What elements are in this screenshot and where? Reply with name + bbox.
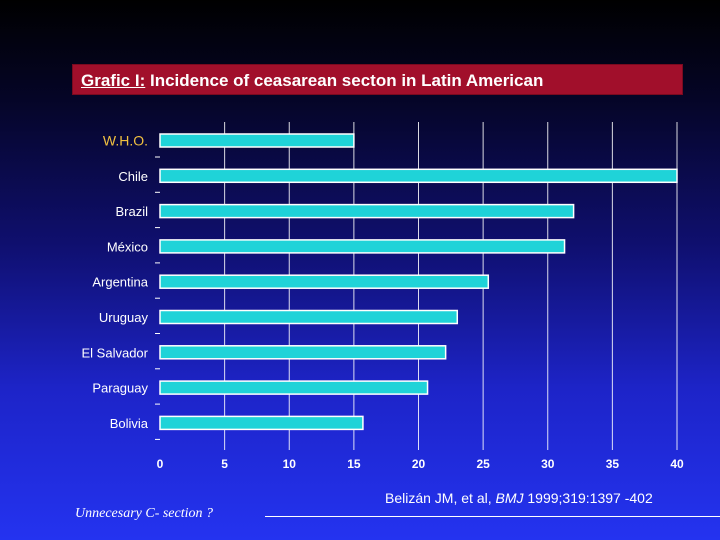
footer-divider	[265, 516, 720, 517]
chart-title-prefix: Grafic I:	[81, 71, 146, 90]
x-tick-label: 25	[476, 457, 490, 471]
category-label: Uruguay	[99, 310, 149, 325]
category-label: El Salvador	[82, 345, 149, 360]
x-tick-label: 35	[606, 457, 620, 471]
bar	[159, 239, 566, 254]
x-tick-label: 30	[541, 457, 555, 471]
bar	[159, 345, 447, 360]
bar	[159, 415, 364, 431]
category-label: Bolivia	[110, 416, 149, 431]
x-tick-label: 0	[157, 457, 164, 471]
footer-note: Unnecesary C- section ?	[75, 506, 214, 521]
category-label: Brazil	[115, 204, 148, 219]
bar	[159, 274, 490, 289]
citation-author: Belizán JM, et al,	[385, 490, 492, 506]
category-label: W.H.O.	[103, 133, 148, 149]
category-label: Chile	[118, 169, 148, 184]
category-label: Paraguay	[92, 381, 148, 396]
x-tick-label: 5	[221, 457, 228, 471]
x-tick-label: 15	[347, 457, 361, 471]
citation-ref: 1999;319:1397 -402	[527, 490, 653, 506]
bar	[159, 203, 575, 219]
chart-title-box: Grafic I: Incidence of ceasarean secton …	[72, 64, 683, 95]
chart-title: Grafic I: Incidence of ceasarean secton …	[81, 71, 543, 91]
category-label: México	[107, 239, 148, 254]
category-label: Argentina	[92, 275, 148, 290]
x-tick-label: 20	[412, 457, 426, 471]
citation: Belizán JM, et al, BMJ 1999;319:1397 -40…	[385, 490, 653, 506]
bar	[159, 380, 429, 395]
citation-journal: BMJ	[495, 490, 524, 506]
x-tick-label: 40	[670, 457, 684, 471]
bar	[159, 309, 459, 325]
x-tick-label: 10	[283, 457, 297, 471]
bar	[159, 133, 355, 148]
bar	[159, 168, 678, 184]
chart-title-text: Incidence of ceasarean secton in Latin A…	[149, 71, 544, 90]
